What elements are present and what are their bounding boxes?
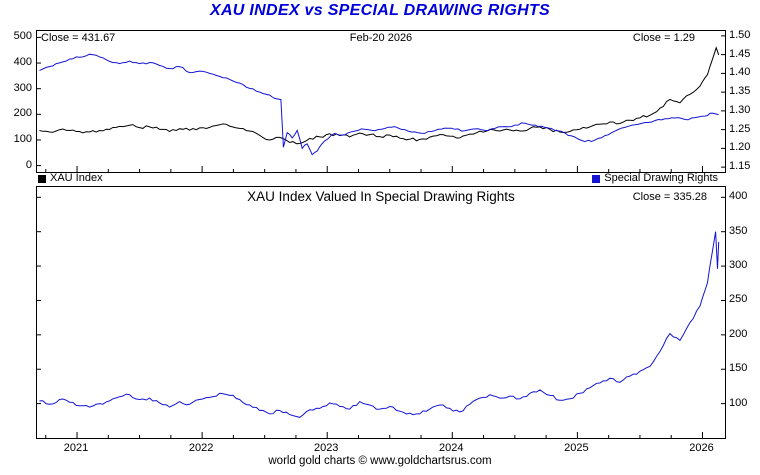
top-close-left-label: Close = 431.67 (41, 32, 116, 44)
bottom-chart-panel: XAU Index Valued In Special Drawing Righ… (36, 186, 726, 439)
y-axis-tick-label: 300 (729, 259, 748, 272)
y-axis-tick-label: 1.15 (729, 160, 751, 173)
y-axis-tick-label: 1.25 (729, 122, 751, 135)
y-axis-tick-label: 150 (729, 362, 748, 375)
y-axis-tick-label: 1.45 (729, 47, 751, 60)
y-axis-tick-label: 100 (729, 396, 748, 409)
y-axis-tick-label: 1.40 (729, 66, 751, 79)
x-axis-year-label: 2026 (689, 442, 714, 454)
y-axis-tick-label: 100 (13, 132, 32, 145)
y-axis-tick-label: 250 (729, 293, 748, 306)
legend-xau-index: XAU Index (38, 173, 103, 184)
footer-credit: world gold charts © www.goldchartsrus.co… (268, 455, 492, 467)
x-axis-year-label: 2022 (188, 442, 214, 454)
y-axis-tick-label: 1.30 (729, 103, 751, 116)
page-title: XAU INDEX vs SPECIAL DRAWING RIGHTS (209, 2, 551, 19)
y-axis-tick-label: 1.50 (729, 28, 751, 41)
top-chart-panel: Close = 431.67 Feb-20 2026 Close = 1.29 (36, 30, 726, 173)
top-date-label: Feb-20 2026 (349, 32, 413, 44)
x-axis-year-label: 2024 (439, 442, 464, 454)
x-axis-year-label: 2023 (313, 442, 339, 454)
y-axis-tick-label: 300 (13, 81, 32, 94)
series-line-xau-index (39, 46, 720, 145)
series-line-special-drawing-rights (39, 53, 719, 156)
y-axis-tick-label: 400 (729, 190, 748, 203)
legend-special-drawing-rights: Special Drawing Rights (592, 173, 718, 184)
sdr-swatch-icon (592, 174, 601, 183)
top-close-right-label: Close = 1.29 (632, 32, 695, 44)
x-axis-year-label: 2021 (63, 442, 89, 454)
legend-sdr-label: Special Drawing Rights (604, 172, 718, 184)
y-axis-tick-label: 1.35 (729, 85, 751, 98)
legend-xau-index-label: XAU Index (50, 172, 103, 184)
y-axis-tick-label: 0 (25, 158, 32, 171)
y-axis-tick-label: 200 (13, 107, 32, 120)
x-axis-year-label: 2025 (564, 442, 589, 454)
bottom-chart-plot (37, 196, 725, 438)
y-axis-tick-label: 400 (13, 56, 32, 69)
top-chart-plot (37, 35, 725, 172)
series-line-xau-in-sdr (39, 231, 720, 418)
y-axis-tick-label: 350 (729, 224, 748, 237)
bottom-chart-title: XAU Index Valued In Special Drawing Righ… (247, 189, 515, 204)
y-axis-tick-label: 1.20 (729, 141, 751, 154)
y-axis-tick-label: 500 (13, 30, 32, 43)
y-axis-tick-label: 200 (729, 327, 748, 340)
xau-index-swatch-icon (38, 174, 46, 183)
bottom-close-label: Close = 335.28 (632, 191, 707, 203)
